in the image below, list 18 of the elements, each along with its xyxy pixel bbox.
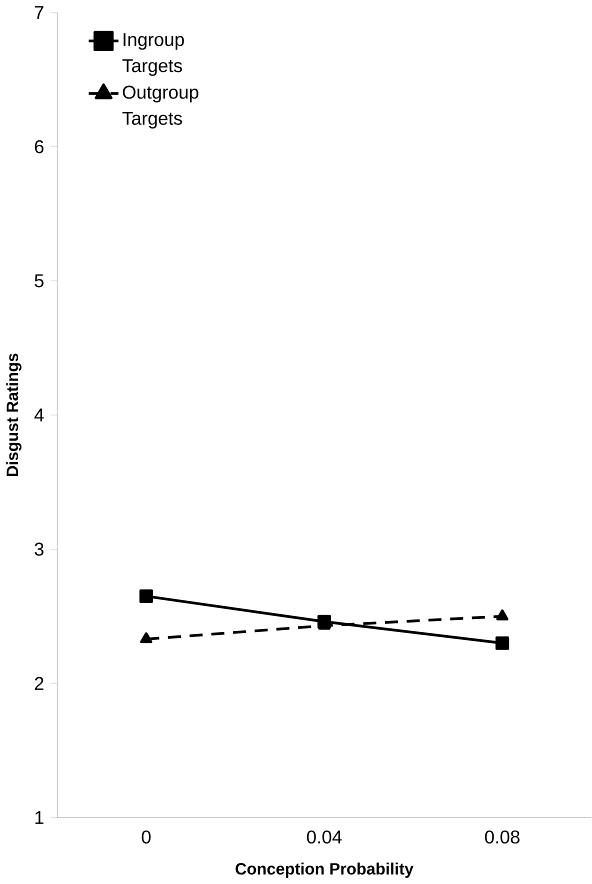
y-tick-label: 3 [34,542,44,556]
x-tick-label: 0.04 [307,830,342,844]
y-tick-label: 5 [34,274,44,288]
point [140,632,152,644]
y-tick-label: 7 [35,6,44,19]
point [496,636,510,650]
y-tick-label: 6 [35,140,44,154]
x-tick-label: 0.08 [485,830,520,844]
point [140,589,154,603]
x-axis-title: Conception Probability [236,862,414,878]
y-axis-title: Disgust Ratings [6,354,22,476]
y-tick-label: 2 [35,676,44,690]
point [496,609,509,620]
legend-label: Outgroup Targets [122,86,199,129]
y-tick-label: 1 [36,811,44,824]
x-tick-label: 0 [142,830,151,844]
legend-label: Ingroup Targets [122,33,184,76]
y-tick-label: 4 [34,408,44,422]
